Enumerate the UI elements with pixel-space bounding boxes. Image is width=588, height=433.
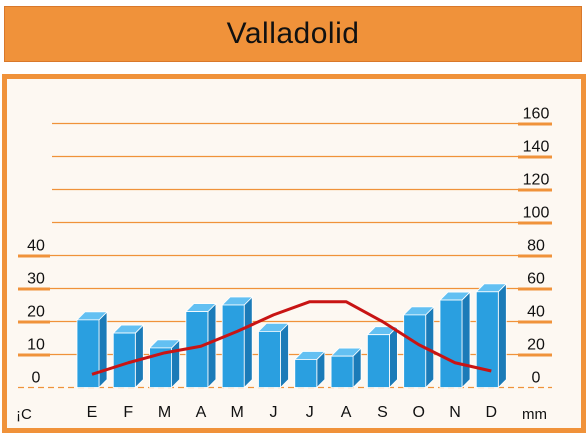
month-label: J [306, 404, 314, 421]
bar-side [134, 324, 144, 389]
right-axis-tick-label: 160 [523, 106, 550, 123]
right-axis-tick-label: 80 [527, 238, 545, 255]
right-axis-tick-label: 20 [527, 337, 545, 354]
month-label: M [158, 404, 171, 421]
right-axis-tick-label: 0 [532, 370, 541, 387]
precipitation-bar [439, 299, 463, 388]
precipitation-bar [258, 330, 281, 388]
precipitation-bar [366, 334, 390, 388]
precipitation-bar [294, 359, 318, 388]
month-label: J [270, 404, 278, 421]
left-axis-tick-label: 40 [27, 238, 45, 255]
bar-side [461, 291, 471, 389]
right-axis-tick-label: 60 [527, 271, 545, 288]
right-axis-tick-label: 40 [527, 304, 545, 321]
chart-title: Valladolid [226, 17, 360, 50]
bar-side [243, 296, 253, 389]
month-label: S [377, 404, 388, 421]
bar-side [207, 302, 217, 389]
precipitation-bar [330, 355, 354, 388]
precipitation-bar [475, 291, 499, 388]
left-axis-tick-label: 30 [27, 271, 45, 288]
left-axis-unit: ¡C [16, 406, 32, 423]
bar-side [388, 325, 398, 389]
month-label: A [341, 404, 352, 421]
left-axis-tick-label: 0 [32, 370, 41, 387]
bar-side [98, 310, 108, 389]
temperature-line [91, 300, 492, 376]
right-axis-unit: mm [522, 406, 547, 423]
precipitation-bar [403, 314, 427, 388]
month-label: F [123, 404, 133, 421]
precipitation-bar [149, 347, 173, 388]
right-axis-tick-label: 140 [523, 139, 550, 156]
month-label: D [486, 404, 498, 421]
month-label: M [231, 404, 244, 421]
month-label: O [412, 404, 424, 421]
title-bar: Valladolid [4, 6, 582, 62]
month-label: N [449, 404, 461, 421]
right-axis-tick-label: 120 [523, 172, 550, 189]
month-label: A [196, 404, 207, 421]
precipitation-bar [76, 319, 100, 388]
left-axis-tick-label: 20 [27, 304, 45, 321]
precipitation-bar [221, 304, 245, 388]
bar-side [497, 282, 507, 389]
month-label: E [87, 404, 98, 421]
bar-side [280, 322, 289, 389]
left-axis-tick-label: 10 [27, 337, 45, 354]
right-axis-tick-label: 100 [523, 205, 550, 222]
